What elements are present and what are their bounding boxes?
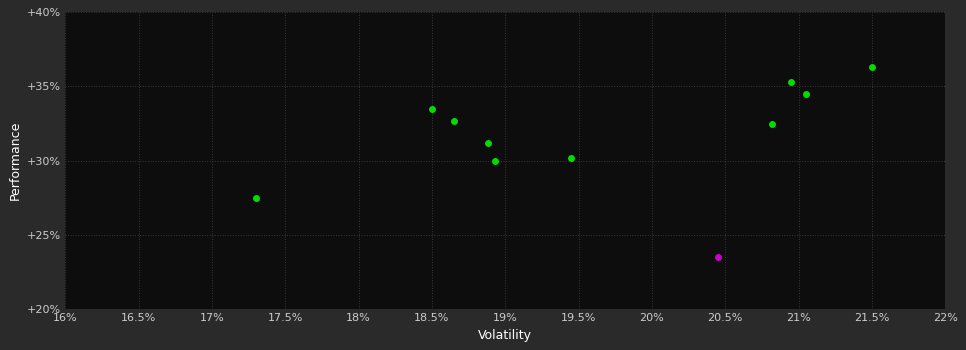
Point: [710, 254, 725, 260]
X-axis label: Volatility: Volatility: [478, 329, 532, 342]
Point: [798, 91, 813, 97]
Point: [865, 64, 880, 70]
Point: [424, 106, 440, 112]
Point: [248, 195, 264, 201]
Point: [783, 79, 799, 85]
Point: [563, 155, 579, 160]
Y-axis label: Performance: Performance: [9, 121, 21, 200]
Point: [764, 121, 780, 126]
Point: [446, 118, 462, 124]
Point: [487, 158, 502, 163]
Point: [480, 140, 496, 146]
